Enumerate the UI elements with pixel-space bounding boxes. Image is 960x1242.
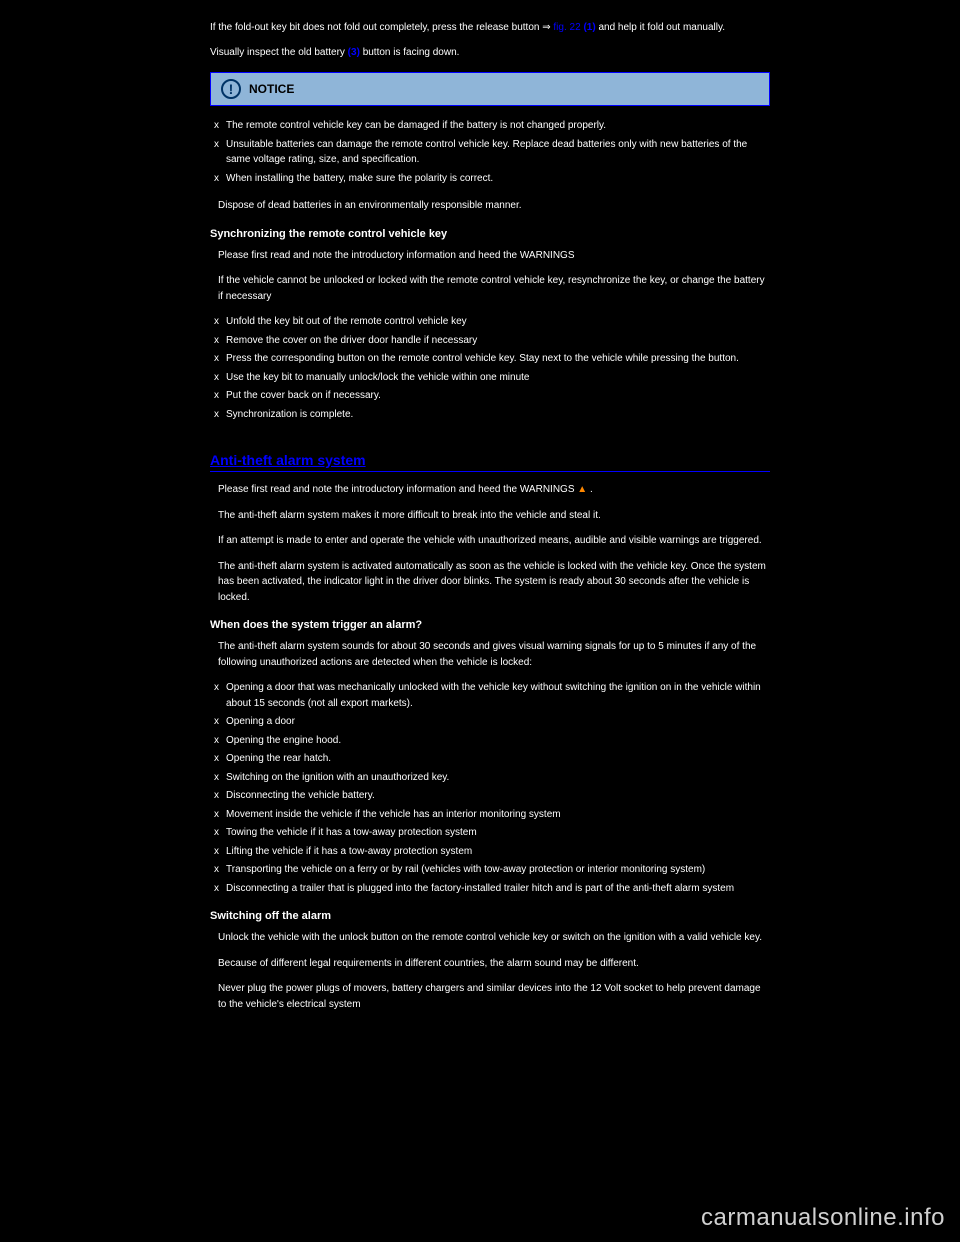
sync-step: Synchronization is complete. — [210, 407, 770, 423]
section-intro: Please first read and note the introduct… — [210, 482, 770, 498]
alarm-p2: If an attempt is made to enter and opera… — [210, 533, 770, 549]
top-line1a: If the fold-out key bit does not fold ou… — [210, 22, 551, 33]
watermark: carmanualsonline.info — [701, 1204, 945, 1232]
alarm-trigger: Opening the rear hatch. — [210, 751, 770, 767]
sync-heading: Synchronizing the remote control vehicle… — [210, 228, 770, 240]
section-intro-b: . — [590, 484, 593, 495]
alarm-p3: The anti-theft alarm system is activated… — [210, 559, 770, 606]
sync-step: Remove the cover on the driver door hand… — [210, 333, 770, 349]
top-line2b: button is facing down. — [363, 47, 460, 58]
warning-icon: ▲ — [577, 484, 587, 495]
alarm-trigger: Movement inside the vehicle if the vehic… — [210, 807, 770, 823]
movers-text: Never plug the power plugs of movers, ba… — [210, 981, 770, 1012]
fig-link[interactable]: fig. 22 — [553, 22, 580, 33]
alarm-when-heading: When does the system trigger an alarm? — [210, 619, 770, 631]
sync-step: Unfold the key bit out of the remote con… — [210, 314, 770, 330]
top-line1b: and help it fold out manually. — [598, 22, 725, 33]
sync-step: Use the key bit to manually unlock/lock … — [210, 370, 770, 386]
alarm-trigger: Switching on the ignition with an unauth… — [210, 770, 770, 786]
section-intro-a: Please first read and note the introduct… — [218, 484, 574, 495]
alarm-trigger: Disconnecting a trailer that is plugged … — [210, 881, 770, 897]
switch-off-text: Unlock the vehicle with the unlock butto… — [210, 930, 770, 946]
sync-intro-a: Please first read and note the introduct… — [218, 250, 574, 261]
noise-text: Because of different legal requirements … — [210, 956, 770, 972]
alarm-trigger: Towing the vehicle if it has a tow-away … — [210, 825, 770, 841]
alarm-trigger: Opening a door — [210, 714, 770, 730]
alarm-trigger: Opening the engine hood. — [210, 733, 770, 749]
sync-step: Put the cover back on if necessary. — [210, 388, 770, 404]
alarm-p1: The anti-theft alarm system makes it mor… — [210, 508, 770, 524]
ref-1[interactable]: (1) — [583, 22, 595, 33]
alarm-trigger: Disconnecting the vehicle battery. — [210, 788, 770, 804]
top-line2a: Visually inspect the old battery — [210, 47, 348, 58]
alarm-trigger: Opening a door that was mechanically unl… — [210, 680, 770, 711]
section-title[interactable]: Anti-theft alarm system — [210, 452, 770, 472]
alarm-trigger: Transporting the vehicle on a ferry or b… — [210, 862, 770, 878]
sync-intro-b: If the vehicle cannot be unlocked or loc… — [210, 273, 770, 304]
notice-item: Unsuitable batteries can damage the remo… — [210, 137, 770, 168]
alarm-when-text: The anti-theft alarm system sounds for a… — [210, 639, 770, 670]
notice-box: NOTICE — [210, 72, 770, 106]
switch-off-heading: Switching off the alarm — [210, 910, 770, 922]
sync-step: Press the corresponding button on the re… — [210, 351, 770, 367]
top-paragraph-2: Visually inspect the old battery (3) but… — [210, 45, 770, 60]
top-paragraph: If the fold-out key bit does not fold ou… — [210, 20, 770, 35]
ref-3[interactable]: (3) — [348, 47, 360, 58]
notice-item: When installing the battery, make sure t… — [210, 171, 770, 187]
notice-icon — [221, 79, 241, 99]
notice-item: The remote control vehicle key can be da… — [210, 118, 770, 134]
alarm-trigger: Lifting the vehicle if it has a tow-away… — [210, 844, 770, 860]
dispose-text: Dispose of dead batteries in an environm… — [210, 198, 770, 214]
notice-label: NOTICE — [249, 82, 294, 96]
sync-intro: Please first read and note the introduct… — [210, 248, 770, 264]
